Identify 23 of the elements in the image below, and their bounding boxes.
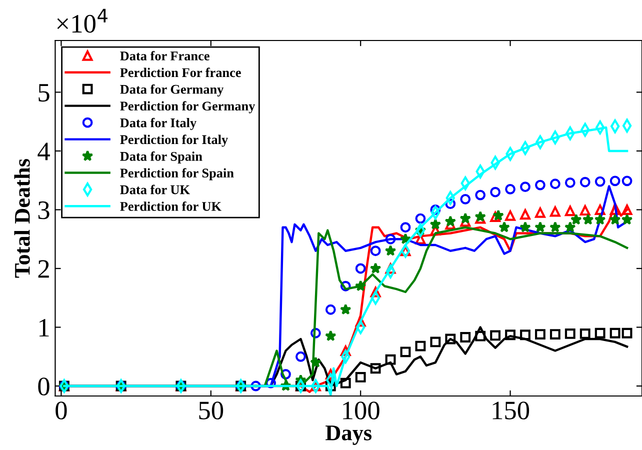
legend-label: Data for Italy [120, 118, 196, 130]
y-tick-label: 0 [38, 378, 50, 396]
legend-label: Data for Germany [120, 84, 224, 97]
x-axis-title: Days [326, 426, 372, 445]
legend-label: Data for Spain [120, 151, 202, 164]
text: ×10$^{4}$ [57, 8, 108, 33]
legend-label: Data for France [120, 51, 210, 60]
y-tick-label: 5 [38, 84, 50, 102]
y-tick-label: 1 [39, 318, 49, 336]
y-axis-title: Total Deaths [14, 159, 30, 278]
legend-label: Perdiction for Spain [120, 168, 234, 180]
x-tick-label: 150 [492, 402, 530, 420]
legend-label: Data for UK [120, 184, 190, 194]
legend-label: Perdiction for Italy [120, 134, 228, 147]
legend-label: Perdiction for UK [120, 201, 222, 211]
x-tick-label: 0 [56, 402, 67, 420]
y-tick-label: 2 [38, 260, 49, 278]
y-tick-label: 3 [38, 201, 50, 220]
legend-label: Perdiction for Germany [120, 101, 256, 114]
x-tick-label: 100 [343, 402, 380, 420]
y-tick-label: 4 [38, 142, 50, 160]
legend-label: Perdiction For france [120, 68, 241, 78]
x-tick-label: 50 [199, 402, 224, 420]
